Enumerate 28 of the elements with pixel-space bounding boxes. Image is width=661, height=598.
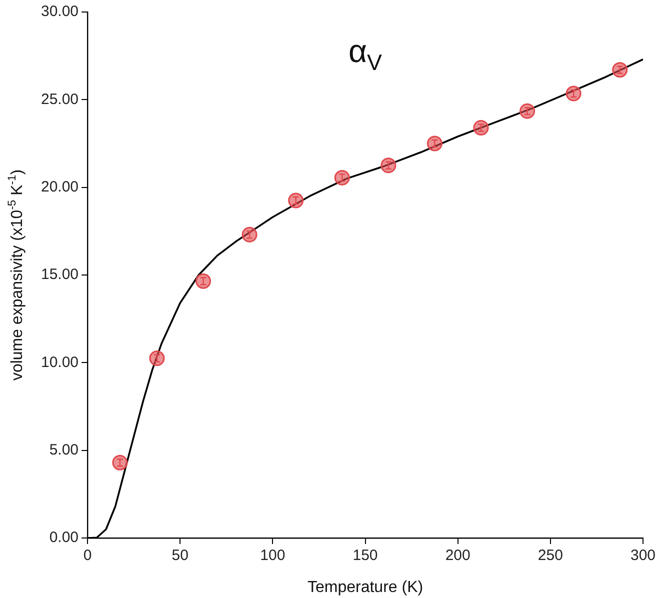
y-tick-label: 15.00 [40,266,79,284]
point [196,273,212,289]
point [288,192,304,208]
y-tick-label: 5.00 [49,441,79,458]
y-tick-label: 20.00 [40,178,79,196]
y-tick-label: 25.00 [40,90,79,108]
point [242,226,258,242]
x-tick-label: 50 [172,547,188,564]
point [149,350,165,366]
x-tick-label: 300 [630,547,656,564]
x-axis-title: Temperature (K) [307,579,424,596]
x-tick-label: 100 [260,547,286,564]
x-tick-label: 0 [83,547,92,564]
point [473,120,489,136]
y-tick-label: 0.00 [49,529,79,546]
y-tick-label: 30.00 [40,3,79,20]
x-tick-label: 200 [445,547,470,564]
point [112,454,128,470]
x-tick-label: 150 [352,547,378,564]
point [380,158,396,174]
point [334,170,350,186]
point [426,136,442,152]
y-tick-label: 10.00 [40,354,79,371]
point [566,86,582,102]
x-tick-label: 250 [538,547,563,564]
point [612,62,628,78]
y-axis-title: volume expansivity (x10-5 K-1) [6,169,26,381]
point [520,103,536,119]
